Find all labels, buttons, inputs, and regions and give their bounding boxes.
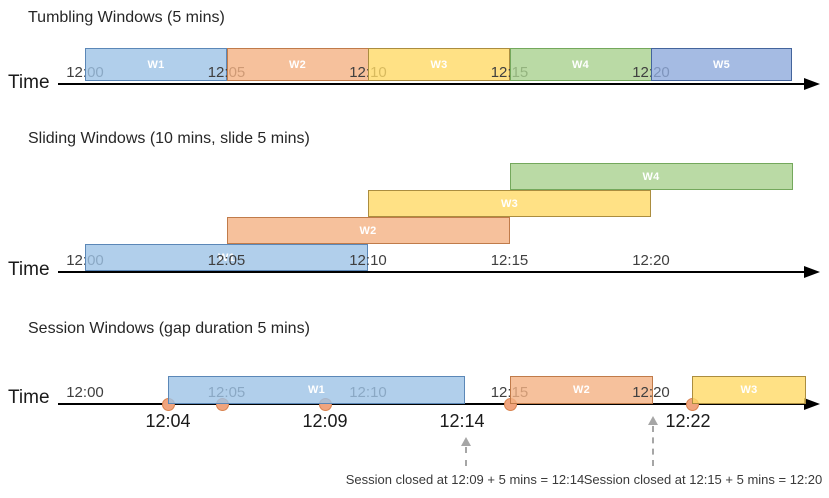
window-box: W2 — [226, 217, 510, 244]
tick-label: 12:20 — [632, 384, 670, 401]
window-label: W5 — [712, 58, 731, 71]
window-box: W4 — [509, 163, 793, 190]
window-box: W1 — [85, 48, 227, 81]
event-time-label: 12:14 — [439, 411, 485, 431]
window-label: W2 — [288, 58, 307, 71]
window-box: W1 — [85, 244, 368, 271]
window-box: W3 — [692, 376, 806, 404]
window-label: W3 — [430, 58, 448, 71]
event-time-label: 12:04 — [145, 411, 191, 431]
window-box: W3 — [368, 190, 651, 217]
dashed-arrow-up-icon — [461, 437, 471, 446]
timeline-arrow-icon — [804, 78, 820, 90]
dashed-arrow-line — [652, 426, 654, 466]
timeline — [58, 403, 808, 405]
event-time-label: 12:22 — [665, 411, 711, 431]
dashed-arrow-up-icon — [648, 416, 658, 425]
time-axis-label: Time — [8, 72, 50, 93]
dashed-arrow-line — [465, 447, 467, 466]
window-box: W1 — [168, 376, 465, 404]
time-axis-label: Time — [8, 259, 50, 280]
window-box: W2 — [226, 48, 369, 81]
window-label: W2 — [572, 384, 591, 396]
window-label: W3 — [740, 384, 758, 396]
timeline-arrow-icon — [804, 398, 820, 410]
tick-label: 12:15 — [490, 252, 529, 269]
window-box: W4 — [509, 48, 652, 81]
section-title-session: Session Windows (gap duration 5 mins) — [28, 320, 310, 337]
window-box: W5 — [651, 48, 792, 81]
window-box: W3 — [368, 48, 510, 81]
timeline-arrow-icon — [804, 266, 820, 278]
window-label: W2 — [359, 224, 377, 237]
window-label: W1 — [147, 58, 165, 71]
section-title-tumbling: Tumbling Windows (5 mins) — [28, 9, 225, 26]
timeline — [58, 271, 808, 273]
tick-label: 12:00 — [66, 384, 104, 401]
window-label: W1 — [307, 384, 326, 396]
window-label: W3 — [500, 197, 519, 210]
window-label: W1 — [217, 251, 236, 264]
section-title-sliding: Sliding Windows (10 mins, slide 5 mins) — [28, 130, 310, 147]
window-label: W4 — [642, 170, 660, 183]
timeline — [58, 83, 808, 85]
session-annotation: Session closed at 12:09 + 5 mins = 12:14 — [345, 472, 585, 487]
tick-label: 12:10 — [349, 252, 387, 269]
event-time-label: 12:09 — [302, 411, 348, 431]
session-annotation: Session closed at 12:15 + 5 mins = 12:20 — [583, 472, 823, 487]
time-axis-label: Time — [8, 387, 50, 408]
window-label: W4 — [571, 58, 590, 71]
window-box: W2 — [510, 376, 653, 404]
tick-label: 12:05 — [207, 252, 246, 269]
tick-label: 12:20 — [632, 252, 670, 269]
